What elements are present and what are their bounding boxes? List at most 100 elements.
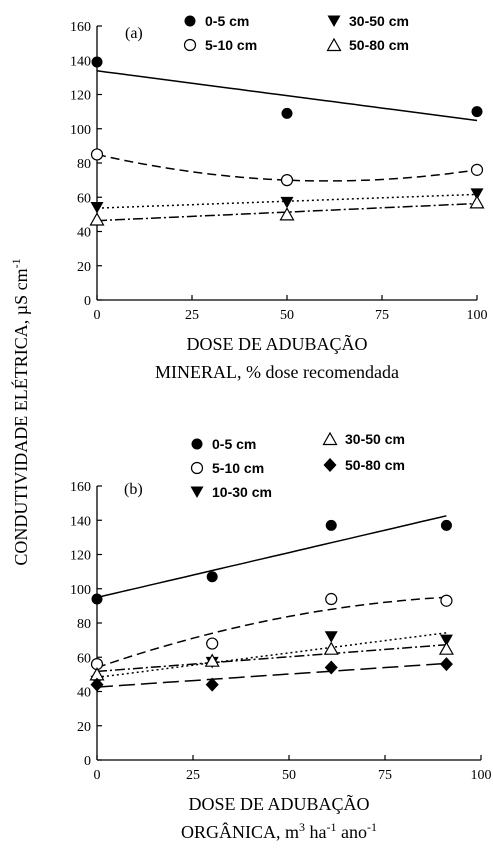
- x-axis-label-superscript: -1: [327, 820, 337, 834]
- x-tick-label: 25: [186, 768, 200, 783]
- x-axis-label-line2: ORGÂNICA, m3 ha-1 ano-1: [181, 820, 377, 842]
- y-tick-label: 160: [70, 480, 91, 495]
- legend-label: 50-80 cm: [345, 457, 405, 473]
- legend-label: 30-50 cm: [345, 431, 405, 447]
- data-point-50-80cm: [469, 195, 485, 209]
- y-tick-label: 60: [77, 191, 91, 206]
- x-tick-label: 50: [282, 768, 296, 783]
- x-axis-label-text: ano: [337, 822, 368, 842]
- data-point-10-30cm: [324, 631, 338, 643]
- data-point-30-50cm: [470, 188, 484, 200]
- data-point-50-80cm: [279, 207, 295, 221]
- data-point-30-50cm: [438, 641, 454, 655]
- legend-label: 5-10 cm: [212, 460, 264, 476]
- y-tick-label: 0: [84, 754, 91, 769]
- y-tick-label: 80: [77, 157, 91, 172]
- x-tick-label: 50: [280, 308, 294, 323]
- y-tick-label: 0: [84, 294, 91, 309]
- fit-line-50-80cm: [96, 662, 447, 688]
- data-point-0-5cm: [471, 106, 483, 118]
- y-tick-label: 20: [77, 720, 91, 735]
- data-point-50-80cm: [90, 677, 104, 692]
- y-tick-label: 120: [70, 549, 91, 564]
- data-point-10-30cm: [439, 634, 453, 647]
- y-tick-label: 100: [70, 123, 91, 138]
- data-point-5-10cm: [440, 594, 453, 607]
- x-axis-label-superscript: 3: [299, 820, 305, 834]
- data-point-5-10cm: [470, 163, 484, 176]
- legend-marker: [183, 38, 197, 52]
- y-tick-label: 160: [70, 20, 91, 35]
- y-tick-label: 80: [77, 617, 91, 632]
- data-point-30-50cm: [280, 196, 294, 209]
- legend-marker: [322, 431, 338, 446]
- legend-label: 0-5 cm: [205, 13, 249, 29]
- x-tick-label: 75: [378, 768, 392, 783]
- y-tick-label: 60: [77, 651, 91, 666]
- legend-marker: [191, 438, 203, 450]
- data-point-5-10cm: [325, 592, 338, 606]
- y-tick-label: 140: [70, 514, 91, 529]
- panel-label: (b): [124, 481, 143, 498]
- data-point-30-50cm: [90, 202, 104, 214]
- y-tick-label: 140: [70, 54, 91, 69]
- x-axis-label-text: MINERAL, % dose recomendada: [155, 362, 399, 382]
- x-axis-label-line1: DOSE DE ADUBAÇÃO: [188, 793, 369, 814]
- panel-label: (a): [125, 25, 143, 42]
- legend-marker: [184, 15, 196, 27]
- fit-line-5-10cm: [96, 596, 447, 669]
- data-point-5-10cm: [90, 148, 104, 161]
- y-tick-label: 40: [77, 226, 91, 241]
- data-point-0-5cm: [325, 519, 337, 531]
- data-point-50-80cm: [324, 660, 338, 675]
- x-axis-label-line1: DOSE DE ADUBAÇÃO: [186, 333, 367, 354]
- data-point-0-5cm: [281, 107, 293, 119]
- data-point-0-5cm: [91, 56, 103, 68]
- data-point-30-50cm: [204, 653, 220, 667]
- fit-line-0-5cm: [96, 70, 478, 122]
- legend-label: 30-50 cm: [349, 13, 409, 29]
- y-tick-label: 20: [77, 260, 91, 275]
- data-point-50-80cm: [205, 677, 219, 692]
- panel-b: 0 20 40 60 80 100 120 140 160 0 25 50 75 100 (b) DOSE D…: [70, 431, 492, 842]
- fit-line-10-30cm: [96, 632, 447, 679]
- legend-marker: [190, 486, 204, 498]
- x-axis-label-line2: MINERAL, % dose recomendada: [155, 362, 399, 382]
- data-point-50-80cm: [89, 212, 105, 226]
- x-axis-label-text: ORGÂNICA, m: [181, 821, 299, 842]
- x-tick-label: 100: [471, 768, 492, 783]
- fit-line-50-80cm: [96, 202, 478, 222]
- y-tick-label: 40: [77, 686, 91, 701]
- legend-label: 50-80 cm: [349, 37, 409, 53]
- data-point-30-50cm: [323, 641, 339, 655]
- legend-label: 10-30 cm: [212, 484, 272, 500]
- data-point-0-5cm: [440, 519, 452, 531]
- data-point-5-10cm: [280, 174, 294, 187]
- data-point-0-5cm: [206, 571, 218, 583]
- fit-line-30-50cm: [96, 644, 447, 673]
- legend-marker: [326, 37, 342, 52]
- fit-line-5-10cm: [96, 153, 478, 182]
- legend-marker: [323, 458, 337, 472]
- legend-marker: [327, 15, 341, 27]
- data-point-50-80cm: [439, 657, 453, 672]
- data-point-5-10cm: [206, 637, 219, 650]
- legend-label: 0-5 cm: [212, 436, 256, 452]
- y-tick-label: 100: [70, 583, 91, 598]
- data-point-0-5cm: [91, 593, 103, 605]
- x-tick-label: 0: [94, 768, 101, 783]
- y-tick-label: 120: [70, 89, 91, 104]
- x-tick-label: 100: [467, 308, 488, 323]
- legend-label: 5-10 cm: [205, 37, 257, 53]
- y-axis-label-superscript: -1: [9, 258, 23, 268]
- fit-line-0-5cm: [96, 515, 447, 599]
- x-tick-label: 25: [185, 308, 199, 323]
- x-axis-label-superscript: -1: [367, 820, 377, 834]
- x-axis-label-text: ha: [305, 822, 327, 842]
- panel-a: 0 20 40 60 80 100 120 140 160 0 25 50 75 100 (a) DOSE D…: [70, 13, 488, 382]
- legend-marker: [190, 461, 204, 475]
- x-tick-label: 75: [375, 308, 389, 323]
- y-axis-label: CONDUTIVIDADE ELÉTRICA, µS cm-1: [9, 258, 31, 565]
- x-tick-label: 0: [94, 308, 101, 323]
